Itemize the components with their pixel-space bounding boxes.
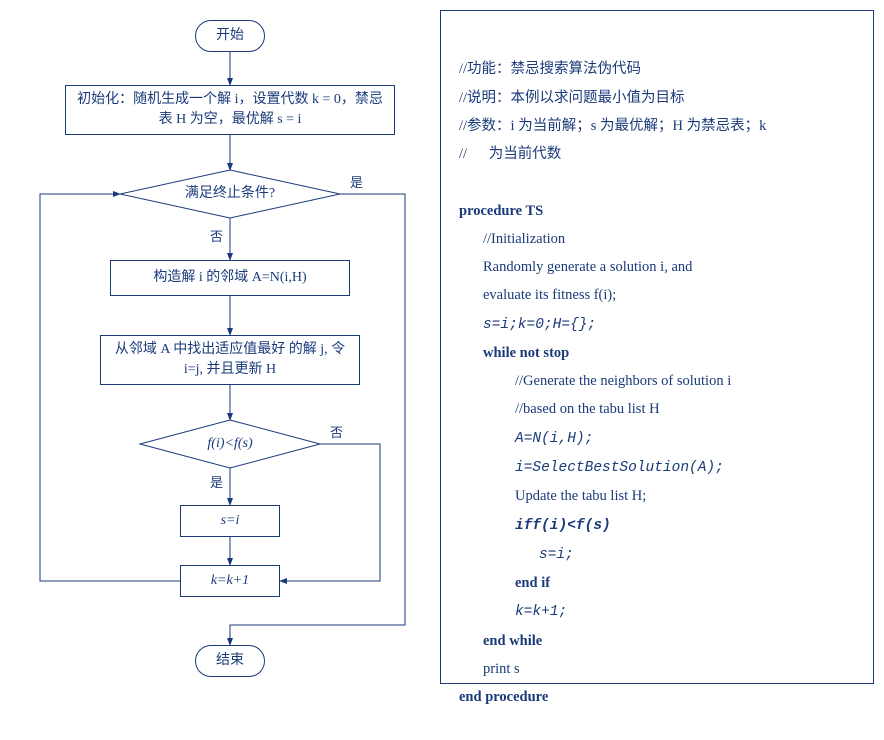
start-node: 开始 [195, 20, 265, 52]
edge-label-no2: 否 [330, 422, 343, 441]
edge-label-yes2: 是 [210, 472, 223, 491]
endproc: end procedure [459, 689, 548, 705]
update-line: Update the tabu list H; [459, 482, 646, 510]
k-line: k=k+1; [459, 598, 567, 626]
neighbors-node: 构造解 i 的邻域 A=N(i,H) [110, 260, 350, 296]
comment-param1: //参数：i 为当前解；s 为最优解；H 为禁忌表；k [459, 118, 766, 134]
comment-func: //功能：禁忌搜索算法伪代码 [459, 61, 641, 77]
init-comment: //Initialization [459, 225, 565, 253]
comment-desc: //说明：本例以求问题最小值为目标 [459, 90, 685, 106]
eval-line: evaluate its fitness f(i); [459, 281, 616, 309]
stop-cond-node: 满足终止条件? [120, 170, 340, 218]
si-line: s=i; [459, 541, 574, 569]
endif: end if [459, 569, 550, 597]
endwhile: end while [459, 627, 542, 655]
print-line: print s [459, 655, 520, 683]
assign-node: s=i [180, 505, 280, 537]
init-vars: s=i;k=0;H={}; [459, 311, 596, 339]
end-node: 结束 [195, 645, 265, 677]
flowchart-panel: 开始 初始化：随机生成一个解 i，设置代数 k = 0，禁忌表 H 为空，最优解… [10, 10, 430, 680]
select-node: 从邻域 A 中找出适应值最好 的解 j, 令 i=j, 并且更新 H [100, 335, 360, 385]
while-kw: while not stop [483, 345, 569, 361]
comment-param2: // 为当前代数 [459, 146, 561, 162]
inc-node: k=k+1 [180, 565, 280, 597]
a-line: A=N(i,H); [459, 425, 593, 453]
pseudocode-panel: //功能：禁忌搜索算法伪代码 //说明：本例以求问题最小值为目标 //参数：i … [440, 10, 874, 684]
gen-comment: //Generate the neighbors of solution i [459, 367, 731, 395]
edge-label-yes1: 是 [350, 172, 363, 191]
if-line: iff(i)<f(s) [515, 518, 611, 534]
edge-label-no1: 否 [210, 226, 223, 245]
based-comment: //based on the tabu list H [459, 395, 660, 423]
proc-header: procedure TS [459, 203, 543, 219]
rand-line: Randomly generate a solution i, and [459, 253, 692, 281]
select-line: i=SelectBestSolution(A); [459, 454, 724, 482]
fitness-node: f(i)<f(s) [140, 420, 320, 468]
init-node: 初始化：随机生成一个解 i，设置代数 k = 0，禁忌表 H 为空，最优解 s … [65, 85, 395, 135]
